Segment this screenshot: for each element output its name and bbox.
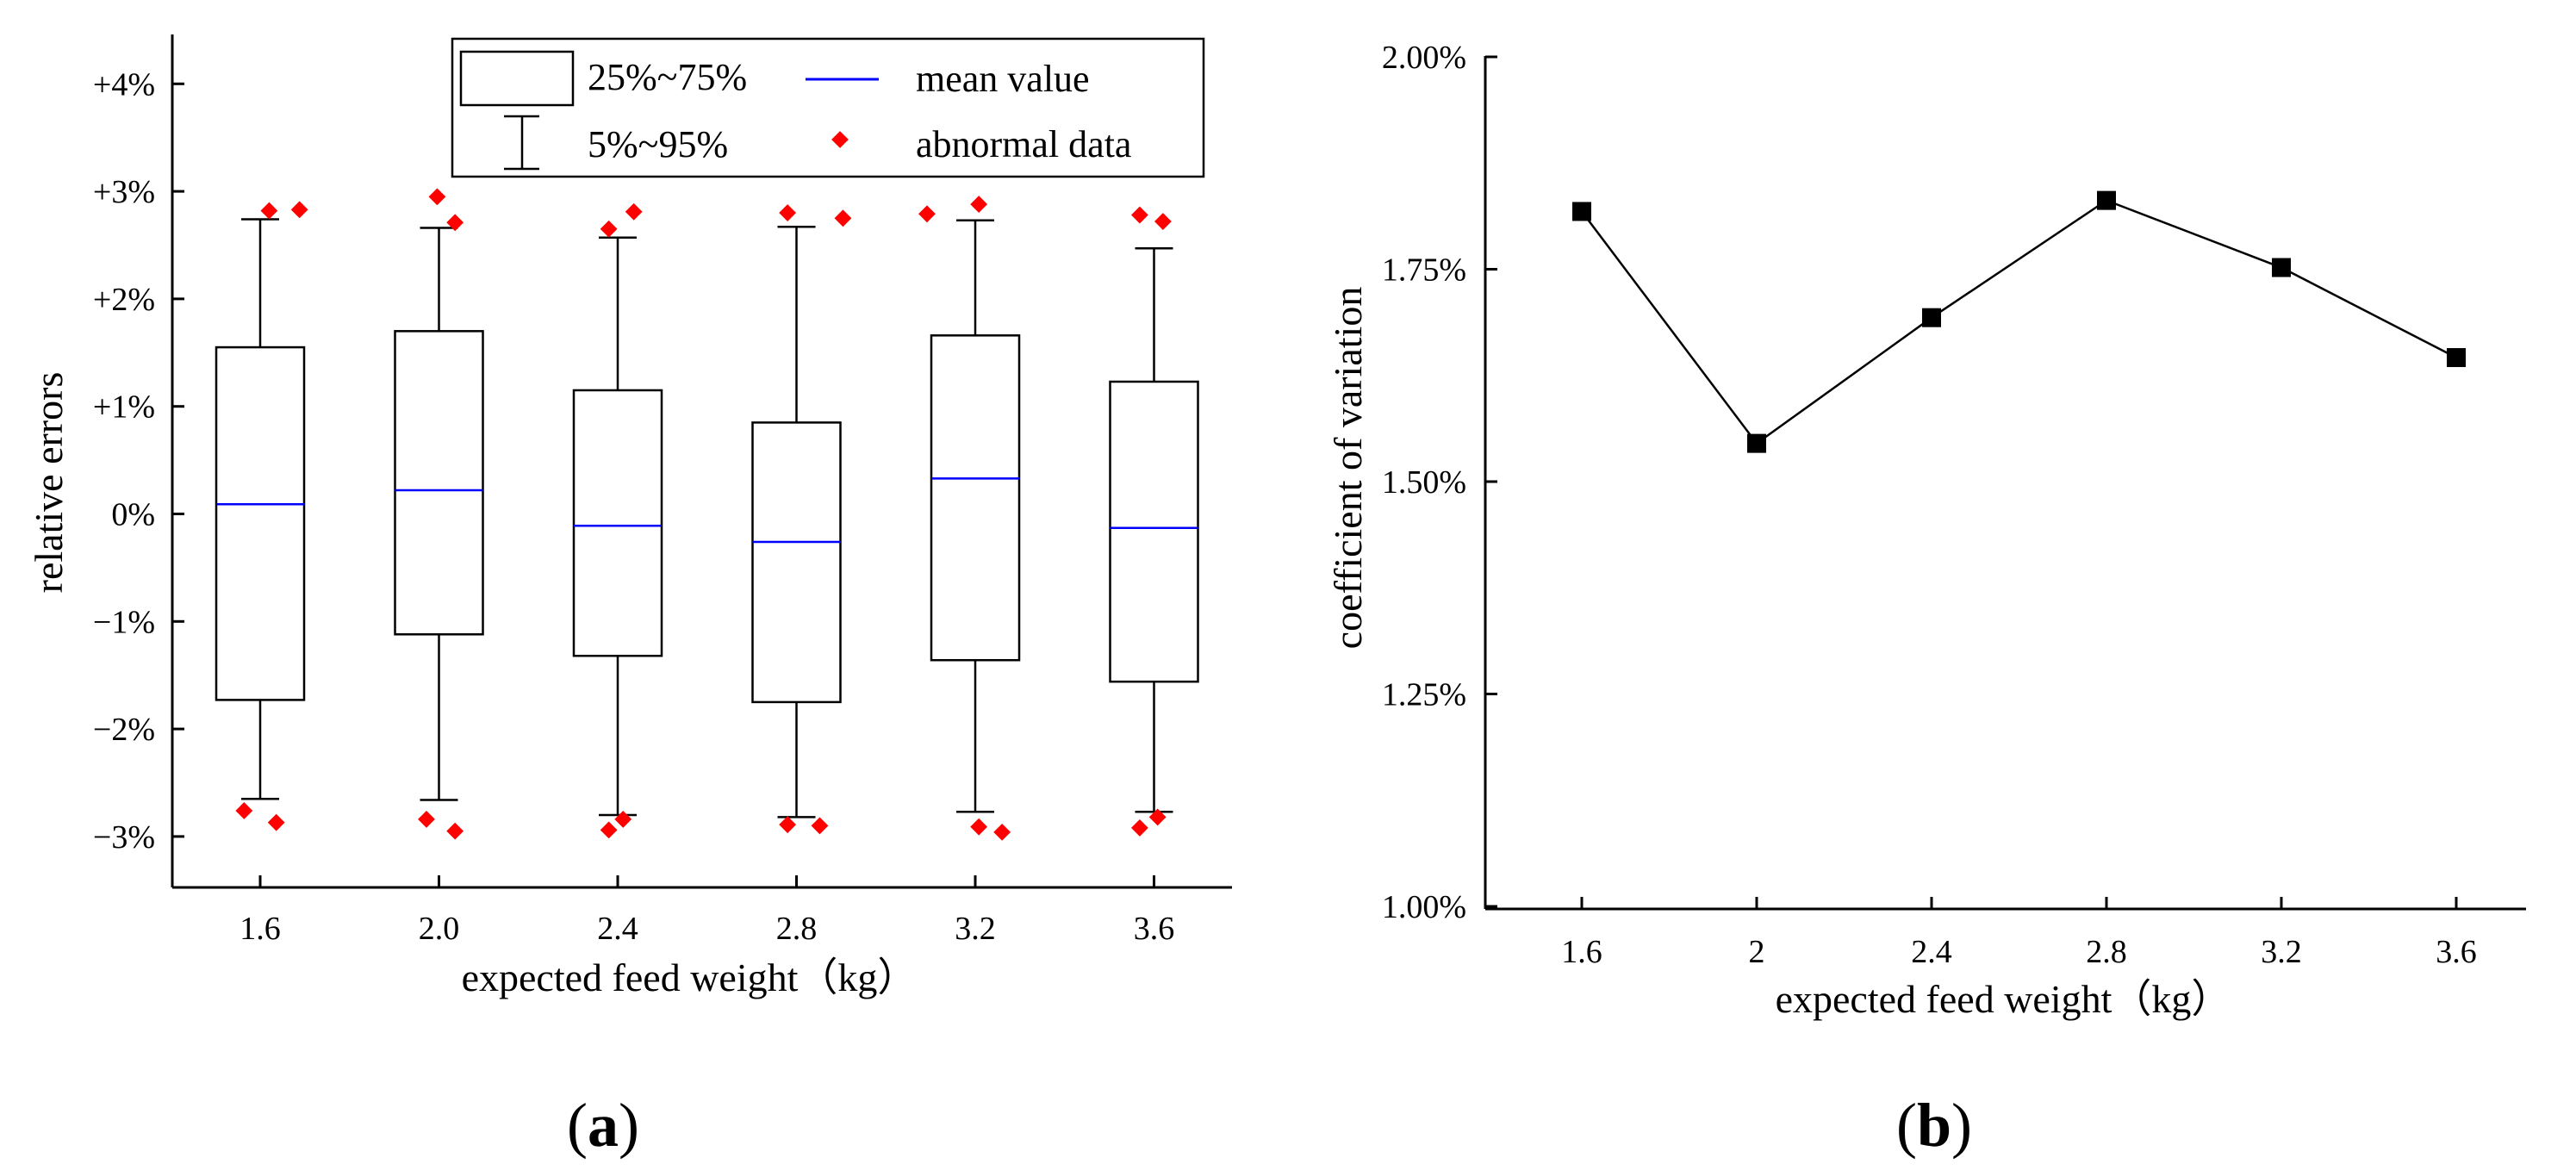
- b-data-point: [1922, 308, 1941, 327]
- b-y-axis-title: coefficient of variation: [1326, 287, 1370, 650]
- a-legend-mean-label: mean value: [916, 58, 1090, 100]
- a-iqr-box: [1109, 380, 1199, 683]
- panel-a-box-plot: −3% −2% −1% 0% +1% +2% +3% +4% 1.6 2.0 2.4 2.8 3.2 3…: [27, 34, 1232, 999]
- a-outlier-point: [918, 205, 936, 223]
- panel-b-label: (b): [1896, 1091, 1972, 1160]
- a-y-tick-label: +3%: [93, 174, 155, 210]
- a-y-tick-label: −1%: [93, 604, 155, 640]
- b-y-tick-label: 1.50%: [1382, 464, 1466, 501]
- b-data-point: [1747, 433, 1766, 453]
- a-outlier-point: [1148, 808, 1167, 826]
- b-y-tick-label: 1.25%: [1382, 677, 1466, 713]
- a-box-1.6: [215, 218, 306, 800]
- a-outlier-point: [260, 202, 278, 220]
- a-outlier-point: [625, 202, 643, 221]
- a-y-axis-title: relative errors: [27, 372, 71, 594]
- b-x-tick-label: 2.4: [1911, 934, 1952, 970]
- a-iqr-box: [572, 389, 663, 657]
- a-outlier-point: [779, 204, 797, 221]
- b-x-tick-label: 3.2: [2261, 934, 2302, 970]
- a-outlier-point: [614, 811, 632, 828]
- a-y-tick-label: −2%: [93, 712, 155, 748]
- a-outlier-point: [235, 802, 253, 819]
- a-outlier-point: [1131, 819, 1148, 837]
- a-outlier-point: [970, 196, 988, 213]
- b-y-tick-label: 1.75%: [1382, 252, 1466, 289]
- a-iqr-box: [930, 334, 1021, 662]
- b-x-axis-title: expected feed weight（kg）: [1776, 977, 2231, 1021]
- a-x-axis-title: expected feed weight（kg）: [462, 955, 918, 999]
- a-outlier-point: [993, 824, 1011, 841]
- a-x-tick-label: 2.0: [419, 911, 460, 947]
- a-y-tick-label: +4%: [93, 66, 155, 103]
- b-y-tick-label: 1.00%: [1382, 889, 1466, 925]
- a-outlier-point: [418, 811, 435, 828]
- a-outlier-point: [1131, 206, 1148, 224]
- a-iqr-box: [394, 330, 484, 636]
- a-legend-whisker-label: 5%~95%: [588, 123, 728, 165]
- a-x-tick-label: 3.2: [955, 911, 996, 947]
- b-data-point: [1572, 202, 1591, 221]
- b-data-point: [2097, 190, 2116, 210]
- a-x-tick-label: 2.8: [776, 911, 818, 947]
- a-outlier-point: [811, 817, 829, 835]
- a-x-tick-label: 3.6: [1134, 911, 1175, 947]
- a-legend-iqr-swatch: [459, 50, 575, 107]
- a-box-3.6: [1109, 246, 1199, 813]
- a-box-3.2: [930, 219, 1021, 813]
- a-box-2.4: [572, 236, 663, 817]
- a-y-tick-label: 0%: [111, 497, 155, 533]
- b-data-point: [2447, 348, 2466, 368]
- b-x-tick-label: 3.6: [2436, 934, 2477, 970]
- a-x-tick-label: 1.6: [240, 911, 281, 947]
- b-data-point: [2272, 258, 2291, 277]
- a-outlier-point: [600, 821, 618, 839]
- a-x-tick-label: 2.4: [597, 911, 638, 947]
- b-x-tick-label: 1.6: [1561, 934, 1602, 970]
- panel-b-line-chart: 1.00% 1.25% 1.50% 1.75% 2.00% 1.6 2 2.4 2.8 3.2 3…: [1326, 40, 2526, 1021]
- b-series-line: [1581, 199, 2457, 445]
- a-legend-frame: [451, 37, 1205, 178]
- a-legend-whisker-swatch: [504, 115, 539, 171]
- a-outlier-point: [970, 818, 988, 836]
- panel-a-label: (a): [567, 1091, 639, 1160]
- a-y-tick-label: +1%: [93, 389, 155, 426]
- a-iqr-box: [751, 421, 842, 704]
- a-outlier-point: [290, 201, 308, 219]
- a-outlier-point: [600, 220, 618, 238]
- b-x-tick-label: 2.8: [2086, 934, 2127, 970]
- a-y-tick-label: −3%: [93, 819, 155, 856]
- a-iqr-box: [215, 345, 306, 701]
- a-outlier-point: [428, 188, 446, 206]
- a-outlier-point: [834, 209, 852, 227]
- a-outlier-point: [267, 813, 285, 831]
- a-outlier-point: [446, 822, 464, 840]
- a-outlier-point: [1154, 213, 1172, 230]
- a-y-tick-label: +2%: [93, 282, 155, 318]
- a-legend-outlier-label: abnormal data: [916, 123, 1131, 165]
- a-outlier-point: [779, 816, 797, 834]
- a-box-2.8: [751, 226, 842, 818]
- a-legend: 25%~75% mean value 5%~95% abnormal data: [451, 37, 1205, 178]
- b-y-tick-label: 2.00%: [1382, 40, 1466, 76]
- b-x-tick-label: 2: [1749, 934, 1765, 970]
- a-box-2.0: [394, 227, 484, 801]
- a-legend-iqr-label: 25%~75%: [588, 56, 747, 98]
